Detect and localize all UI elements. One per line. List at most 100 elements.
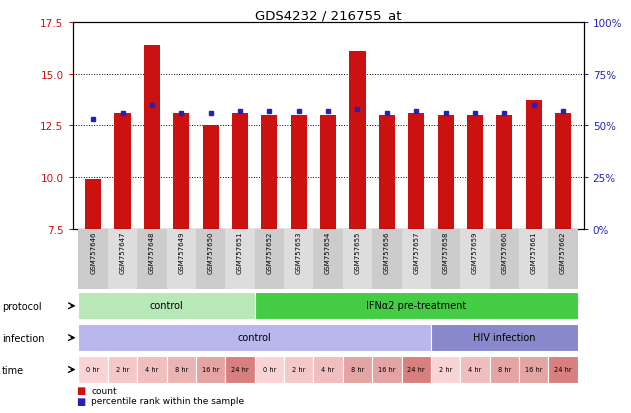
- Bar: [372, 229, 401, 289]
- Bar: [343, 229, 372, 289]
- Text: 0 hr: 0 hr: [262, 366, 276, 372]
- Bar: [225, 229, 255, 289]
- Text: GSM757651: GSM757651: [237, 231, 243, 273]
- Bar: [261, 116, 278, 229]
- Text: GSM757647: GSM757647: [119, 231, 126, 273]
- Bar: [144, 45, 160, 229]
- Bar: [137, 229, 167, 289]
- Text: 2 hr: 2 hr: [439, 366, 452, 372]
- Title: GDS4232 / 216755_at: GDS4232 / 216755_at: [255, 9, 401, 21]
- Bar: [78, 293, 255, 319]
- Text: 8 hr: 8 hr: [175, 366, 188, 372]
- Bar: [167, 356, 196, 383]
- Text: GSM757656: GSM757656: [384, 231, 390, 273]
- Bar: [284, 229, 314, 289]
- Bar: [225, 356, 255, 383]
- Bar: [555, 114, 571, 229]
- Bar: [108, 229, 137, 289]
- Text: 16 hr: 16 hr: [202, 366, 220, 372]
- Bar: [379, 116, 395, 229]
- Text: GSM757654: GSM757654: [325, 231, 331, 273]
- Bar: [519, 229, 548, 289]
- Text: GSM757649: GSM757649: [178, 231, 184, 273]
- Bar: [343, 356, 372, 383]
- Text: 24 hr: 24 hr: [554, 366, 572, 372]
- Bar: [467, 116, 483, 229]
- Bar: [372, 356, 401, 383]
- Bar: [78, 325, 431, 351]
- Text: GSM757660: GSM757660: [502, 231, 507, 273]
- Bar: [401, 356, 431, 383]
- Text: GSM757650: GSM757650: [208, 231, 214, 273]
- Text: ■: ■: [76, 396, 85, 406]
- Bar: [460, 229, 490, 289]
- Text: 16 hr: 16 hr: [378, 366, 396, 372]
- Text: 24 hr: 24 hr: [231, 366, 249, 372]
- Bar: [167, 229, 196, 289]
- Text: time: time: [2, 365, 24, 375]
- Text: 24 hr: 24 hr: [408, 366, 425, 372]
- Bar: [255, 229, 284, 289]
- Bar: [114, 114, 131, 229]
- Bar: [526, 101, 542, 229]
- Text: 4 hr: 4 hr: [145, 366, 158, 372]
- Text: GSM757652: GSM757652: [266, 231, 273, 273]
- Bar: [173, 114, 189, 229]
- Text: percentile rank within the sample: percentile rank within the sample: [91, 396, 245, 405]
- Bar: [431, 229, 460, 289]
- Text: GSM757657: GSM757657: [413, 231, 419, 273]
- Text: control: control: [238, 332, 271, 342]
- Text: 4 hr: 4 hr: [468, 366, 481, 372]
- Text: protocol: protocol: [2, 301, 42, 311]
- Bar: [490, 229, 519, 289]
- Text: count: count: [91, 386, 117, 395]
- Bar: [548, 356, 578, 383]
- Text: 8 hr: 8 hr: [351, 366, 364, 372]
- Bar: [85, 180, 101, 229]
- Bar: [291, 116, 307, 229]
- Bar: [255, 293, 578, 319]
- Bar: [78, 229, 108, 289]
- Bar: [203, 126, 219, 229]
- Bar: [408, 114, 424, 229]
- Bar: [548, 229, 578, 289]
- Text: 2 hr: 2 hr: [292, 366, 305, 372]
- Bar: [137, 356, 167, 383]
- Text: 0 hr: 0 hr: [86, 366, 100, 372]
- Bar: [78, 356, 108, 383]
- Text: GSM757646: GSM757646: [90, 231, 96, 273]
- Bar: [431, 356, 460, 383]
- Text: HIV infection: HIV infection: [473, 332, 536, 342]
- Bar: [284, 356, 314, 383]
- Bar: [314, 356, 343, 383]
- Bar: [320, 116, 336, 229]
- Text: GSM757648: GSM757648: [149, 231, 155, 273]
- Bar: [196, 356, 225, 383]
- Bar: [401, 229, 431, 289]
- Bar: [108, 356, 137, 383]
- Bar: [350, 52, 365, 229]
- Bar: [437, 116, 454, 229]
- Bar: [232, 114, 248, 229]
- Bar: [431, 325, 578, 351]
- Text: IFNα2 pre-treatment: IFNα2 pre-treatment: [366, 300, 466, 311]
- Text: infection: infection: [2, 333, 44, 343]
- Text: GSM757653: GSM757653: [296, 231, 302, 273]
- Text: 4 hr: 4 hr: [321, 366, 335, 372]
- Text: 2 hr: 2 hr: [116, 366, 129, 372]
- Text: GSM757658: GSM757658: [442, 231, 449, 273]
- Text: control: control: [150, 300, 184, 311]
- Text: ■: ■: [76, 386, 85, 396]
- Bar: [519, 356, 548, 383]
- Bar: [314, 229, 343, 289]
- Text: GSM757662: GSM757662: [560, 231, 566, 273]
- Text: 16 hr: 16 hr: [525, 366, 543, 372]
- Text: GSM757661: GSM757661: [531, 231, 537, 273]
- Bar: [460, 356, 490, 383]
- Bar: [497, 116, 512, 229]
- Text: 8 hr: 8 hr: [498, 366, 511, 372]
- Text: GSM757655: GSM757655: [355, 231, 360, 273]
- Bar: [255, 356, 284, 383]
- Bar: [196, 229, 225, 289]
- Text: GSM757659: GSM757659: [472, 231, 478, 273]
